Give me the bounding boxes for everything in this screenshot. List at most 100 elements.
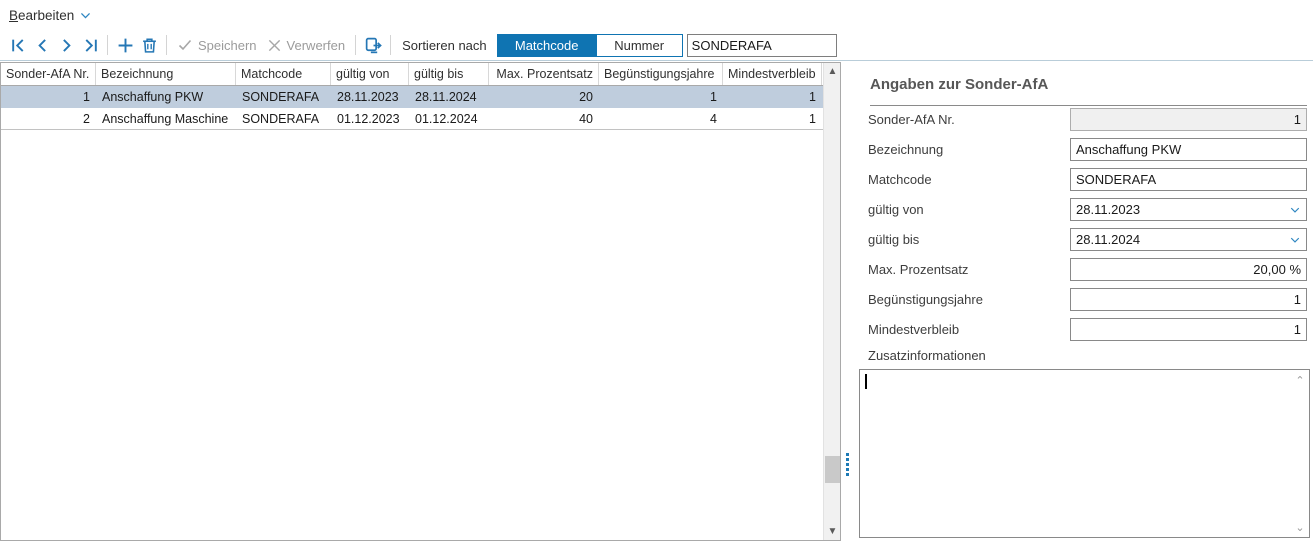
last-record-icon xyxy=(85,38,97,52)
discard-button-label: Verwerfen xyxy=(286,37,346,53)
field-row-gueltig-von: gültig von xyxy=(855,198,1313,221)
check-icon xyxy=(178,39,192,51)
next-record-button[interactable] xyxy=(54,33,78,57)
scroll-up-icon[interactable]: ▲ xyxy=(827,66,838,77)
field-input-nr xyxy=(1070,108,1307,131)
first-record-icon xyxy=(11,38,23,52)
field-label-gueltig-bis: gültig bis xyxy=(868,232,920,247)
menu-bearbeiten-label: Bearbeiten xyxy=(9,7,75,23)
cell-matchcode: SONDERAFA xyxy=(242,90,320,104)
chevron-down-icon xyxy=(81,12,91,18)
save-button[interactable]: Speichern xyxy=(172,33,262,57)
save-button-label: Speichern xyxy=(198,37,257,53)
col-header-matchcode[interactable]: Matchcode xyxy=(236,63,331,85)
field-label-beguenstigungsjahre: Begünstigungsjahre xyxy=(868,292,983,307)
col-header-mindestverbleib[interactable]: Mindestverbleib xyxy=(723,63,822,85)
text-caret xyxy=(865,374,867,389)
cell-gueltig-bis: 28.11.2024 xyxy=(415,90,477,104)
previous-record-button[interactable] xyxy=(30,33,54,57)
splitter-grip-icon xyxy=(846,453,849,476)
field-input-bezeichnung[interactable] xyxy=(1070,138,1307,161)
sort-toggle-group: Matchcode Nummer xyxy=(496,33,683,57)
toolbar-separator xyxy=(390,35,392,55)
col-header-beguenstigungsjahre[interactable]: Begünstigungsjahre xyxy=(599,63,723,85)
field-row-max-prozentsatz: Max. Prozentsatz xyxy=(855,258,1313,281)
table-header-row: Sonder-AfA Nr. Bezeichnung Matchcode gül… xyxy=(1,63,840,86)
last-record-button[interactable] xyxy=(78,33,102,57)
field-row-nr: Sonder-AfA Nr. xyxy=(855,108,1313,131)
search-input[interactable] xyxy=(686,33,837,57)
field-input-gueltig-von[interactable] xyxy=(1070,198,1307,221)
col-header-bezeichnung[interactable]: Bezeichnung xyxy=(96,63,236,85)
field-row-gueltig-bis: gültig bis xyxy=(855,228,1313,251)
add-icon xyxy=(118,38,132,52)
cell-max-prozentsatz: 20 xyxy=(579,90,593,104)
field-input-matchcode[interactable] xyxy=(1070,168,1307,191)
field-input-beguenstigungsjahre[interactable] xyxy=(1070,288,1307,311)
sort-matchcode-button[interactable]: Matchcode xyxy=(496,33,597,57)
col-header-gueltig-von[interactable]: gültig von xyxy=(331,63,409,85)
zusatzinformationen-box: ⌃ ⌄ xyxy=(859,369,1310,538)
cell-nr: 2 xyxy=(83,111,90,126)
x-icon xyxy=(268,39,280,51)
next-record-icon xyxy=(62,38,71,52)
col-header-sonder-afa-nr[interactable]: Sonder-AfA Nr. xyxy=(1,63,96,85)
cell-gueltig-bis: 01.12.2024 xyxy=(415,111,478,126)
details-panel: Angaben zur Sonder-AfA Sonder-AfA Nr. Be… xyxy=(855,62,1313,545)
field-row-matchcode: Matchcode xyxy=(855,168,1313,191)
field-row-mindestverbleib: Mindestverbleib xyxy=(855,318,1313,341)
scroll-down-icon[interactable]: ▼ xyxy=(827,526,838,537)
menu-bearbeiten[interactable]: Bearbeiten xyxy=(9,8,92,23)
scroll-down-icon[interactable]: ⌄ xyxy=(1295,521,1305,534)
field-input-mindestverbleib[interactable] xyxy=(1070,318,1307,341)
cell-mindestverbleib: 1 xyxy=(809,111,816,126)
table-row[interactable]: 2 Anschaffung Maschine SONDERAFA 01.12.2… xyxy=(1,108,840,130)
toolbar-separator xyxy=(107,35,108,55)
field-label-max-prozentsatz: Max. Prozentsatz xyxy=(868,262,969,277)
field-label-gueltig-von: gültig von xyxy=(868,202,924,217)
trash-icon xyxy=(142,38,156,53)
field-label-matchcode: Matchcode xyxy=(868,172,932,187)
sort-nummer-button[interactable]: Nummer xyxy=(596,33,683,57)
field-input-max-prozentsatz[interactable] xyxy=(1070,258,1307,281)
cell-bezeichnung: Anschaffung Maschine xyxy=(102,111,229,126)
cell-matchcode: SONDERAFA xyxy=(242,111,320,126)
toolbar: Speichern Verwerfen Sortieren nach Match… xyxy=(0,30,1313,61)
previous-record-icon xyxy=(37,38,46,52)
transfer-button[interactable] xyxy=(361,33,385,57)
field-row-beguenstigungsjahre: Begünstigungsjahre xyxy=(855,288,1313,311)
records-table: Sonder-AfA Nr. Bezeichnung Matchcode gül… xyxy=(0,62,841,541)
cell-bezeichnung: Anschaffung PKW xyxy=(102,90,204,104)
field-input-zusatzinformationen[interactable] xyxy=(860,370,1309,537)
cell-mindestverbleib: 1 xyxy=(809,90,816,104)
field-label-zusatzinformationen: Zusatzinformationen xyxy=(868,348,986,363)
first-record-button[interactable] xyxy=(6,33,30,57)
cell-max-prozentsatz: 40 xyxy=(579,111,593,126)
col-header-gueltig-bis[interactable]: gültig bis xyxy=(409,63,489,85)
cell-nr: 1 xyxy=(83,90,90,104)
delete-record-button[interactable] xyxy=(137,33,161,57)
toolbar-separator xyxy=(166,35,167,55)
cell-gueltig-von: 28.11.2023 xyxy=(337,90,399,104)
cell-beguenstigungsjahre: 1 xyxy=(710,90,717,104)
field-label-bezeichnung: Bezeichnung xyxy=(868,142,944,157)
table-row[interactable]: 1 Anschaffung PKW SONDERAFA 28.11.2023 2… xyxy=(1,86,840,108)
field-row-bezeichnung: Bezeichnung xyxy=(855,138,1313,161)
cell-beguenstigungsjahre: 4 xyxy=(710,111,717,126)
menu-bar: Bearbeiten xyxy=(0,0,1313,30)
pane-splitter[interactable] xyxy=(841,62,855,541)
table-scrollbar[interactable]: ▲ ▼ xyxy=(823,63,840,540)
add-record-button[interactable] xyxy=(113,33,137,57)
toolbar-separator xyxy=(355,35,357,55)
col-header-max-prozentsatz[interactable]: Max. Prozentsatz xyxy=(489,63,599,85)
scrollbar-thumb[interactable] xyxy=(825,456,840,483)
field-input-gueltig-bis[interactable] xyxy=(1070,228,1307,251)
panel-title: Angaben zur Sonder-AfA xyxy=(870,76,1049,93)
discard-button[interactable]: Verwerfen xyxy=(262,33,351,57)
field-label-nr: Sonder-AfA Nr. xyxy=(868,112,955,127)
transfer-icon xyxy=(365,37,382,53)
scroll-up-icon[interactable]: ⌃ xyxy=(1295,374,1305,387)
sort-by-label: Sortieren nach xyxy=(402,37,487,53)
panel-title-rule xyxy=(870,105,1307,106)
